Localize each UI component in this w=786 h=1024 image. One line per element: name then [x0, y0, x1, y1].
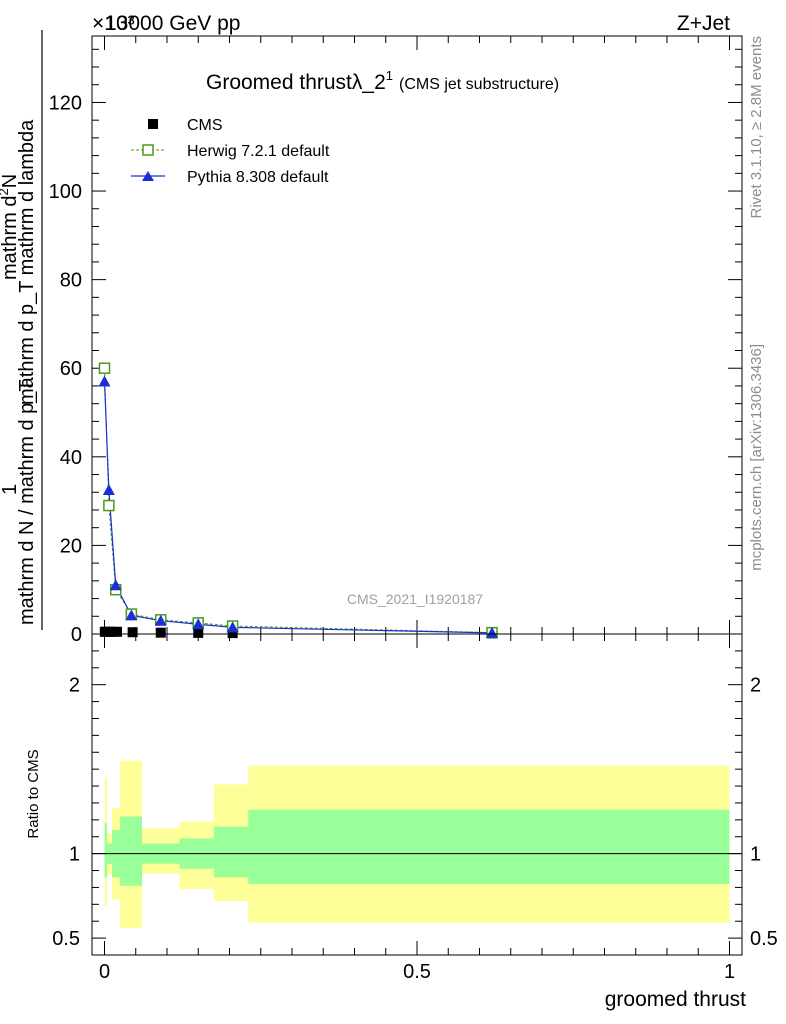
x-axis-label: groomed thrust — [605, 988, 746, 1011]
pythia-data-point — [98, 375, 111, 387]
pythia-data-point — [102, 484, 115, 496]
y-tick-label: 60 — [60, 358, 82, 380]
mcplots-source-label: mcplots.cern.ch [arXiv:1306.3436] — [748, 344, 765, 571]
legend-marker-herwig — [142, 144, 154, 156]
pythia-data-point — [154, 614, 167, 626]
cms-data-point — [155, 627, 166, 638]
y-tick-label: 20 — [60, 535, 82, 557]
legend-label-pythia: Pythia 8.308 default — [187, 169, 329, 186]
legend-marker-cms — [148, 119, 158, 129]
ratio-inner-band — [120, 816, 142, 886]
legend: CMS Herwig 7.2.1 default Pythia 8.308 de… — [131, 117, 330, 186]
ratio-y-tick-label: 2 — [69, 675, 80, 697]
legend-label-cms: CMS — [187, 117, 223, 134]
y-tick-label: 120 — [49, 92, 82, 114]
plot-title: Groomed thrustλ_21(CMS jet substructure) — [206, 68, 559, 94]
x-tick-label: 1 — [724, 961, 735, 983]
y-tick-label: 40 — [60, 447, 82, 469]
energy-label: 13000 GeV pp — [105, 12, 240, 35]
main-y-axis-label: mathrm d N / mathrm d p_T 1 mathrm d p_T… — [0, 30, 43, 630]
cms-data-point — [193, 627, 204, 638]
cms-data-point — [227, 628, 238, 639]
y-label-one: 1 — [0, 484, 21, 495]
pythia-data-point — [226, 621, 239, 633]
legend-marker-pythia — [142, 171, 154, 181]
x-tick-label: 0.5 — [403, 961, 431, 983]
ratio-y-tick-label: 1 — [69, 844, 80, 866]
cms-data-point — [127, 627, 138, 638]
ratio-inner-band — [213, 826, 249, 878]
y-tick-label: 100 — [49, 181, 82, 203]
pythia-data-point — [486, 626, 498, 638]
ratio-y-tick-label-right: 2 — [750, 675, 761, 697]
cms-data-point — [112, 626, 122, 637]
pythia-data-point — [109, 579, 122, 591]
y-tick-label: 0 — [71, 624, 82, 646]
herwig-data-point — [103, 499, 115, 512]
x-tick-label: 0 — [99, 961, 110, 983]
main-axes: 0 20 40 60 80 100 120 — [49, 36, 742, 646]
herwig-data-point — [98, 362, 111, 374]
y-axis-exponent: ×10³ — [92, 12, 135, 35]
main-data-layer — [98, 362, 498, 639]
ratio-y-tick-label-right: 0.5 — [750, 928, 778, 950]
ratio-axes: 0.5 0.5 1 1 2 2 0 0.5 1 — [52, 634, 778, 983]
ratio-y-tick-label-right: 1 — [750, 844, 761, 866]
y-tick-label: 80 — [60, 270, 82, 292]
pythia-data-point — [125, 609, 138, 621]
pythia-data-point — [192, 618, 205, 630]
y-label-denominator: mathrm d p_T mathrm d lambda — [16, 119, 38, 405]
ratio-bands — [104, 760, 730, 928]
analysis-watermark: CMS_2021_I1920187 — [347, 591, 483, 607]
process-label: Z+Jet — [677, 12, 730, 35]
legend-label-herwig: Herwig 7.2.1 default — [187, 143, 330, 160]
ratio-y-tick-label: 0.5 — [52, 928, 80, 950]
ratio-inner-band — [104, 823, 107, 878]
ratio-y-axis-label: Ratio to CMS — [25, 749, 42, 838]
y-label-numerator: mathrm d2N — [0, 174, 21, 280]
y-label-lower: mathrm d N / mathrm d p_T — [16, 379, 38, 625]
rivet-version-label: Rivet 3.1.10, ≥ 2.8M events — [748, 36, 765, 219]
ratio-inner-band — [248, 809, 730, 885]
